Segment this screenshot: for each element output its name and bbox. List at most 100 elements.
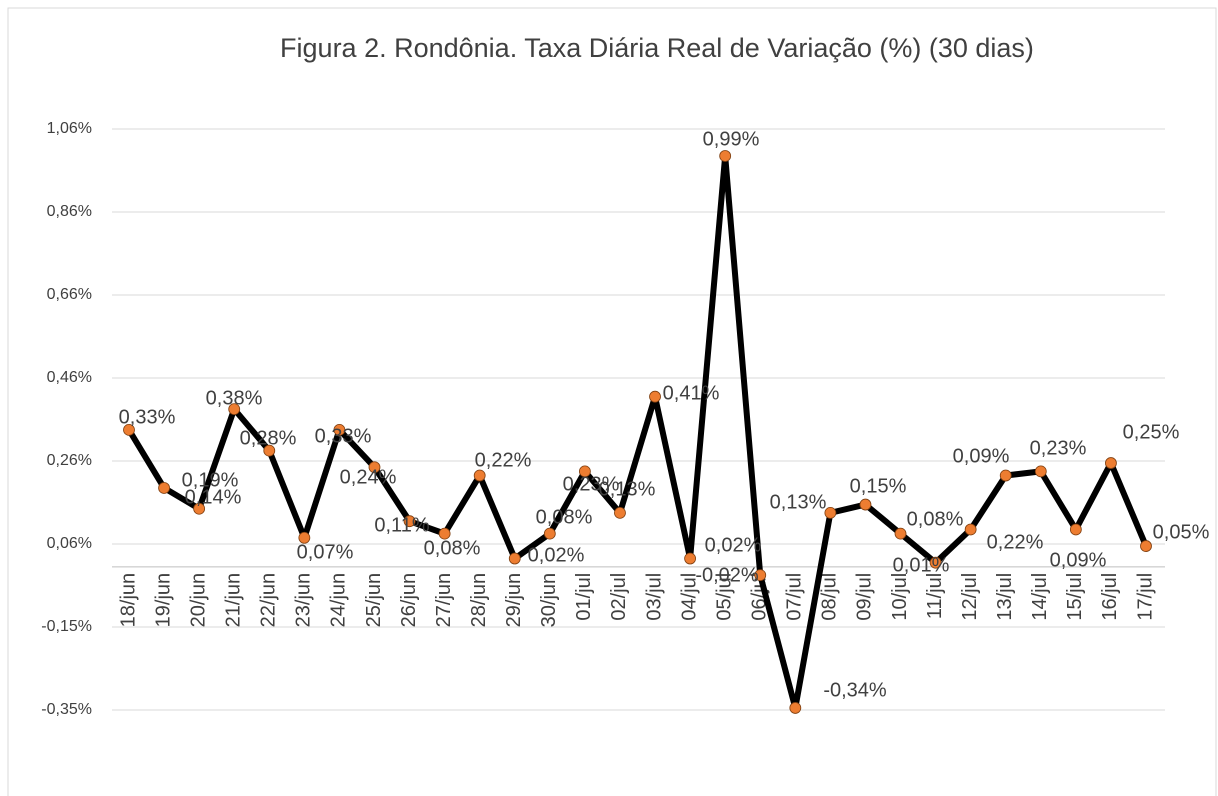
- data-point: [543, 527, 556, 540]
- x-tick-label: 01/jul: [573, 573, 595, 621]
- x-tick-label: 23/jun: [293, 573, 315, 628]
- x-tick-label: 11/jul: [924, 573, 946, 619]
- x-tick-label: 26/jun: [398, 573, 420, 628]
- data-label: 0,15%: [850, 475, 907, 497]
- x-tick-label: 12/jul: [959, 573, 981, 621]
- x-tick-label: 02/jul: [608, 573, 630, 621]
- data-label: 0,28%: [240, 427, 297, 449]
- data-label: 0,41%: [663, 382, 720, 404]
- x-tick-label: 05/jul: [713, 573, 735, 621]
- data-point: [193, 502, 206, 515]
- data-point: [684, 552, 697, 565]
- data-label: -0,34%: [823, 679, 887, 701]
- x-tick-label: 13/jul: [994, 573, 1016, 621]
- data-label: 0,99%: [703, 128, 760, 150]
- data-point: [1069, 523, 1082, 536]
- y-tick-label: 0,26%: [47, 452, 92, 469]
- data-label: 0,07%: [297, 541, 354, 563]
- data-label: 0,11%: [374, 514, 429, 536]
- x-tick-label: 03/jul: [643, 573, 665, 621]
- data-point: [403, 515, 416, 528]
- data-point: [578, 465, 591, 478]
- data-point: [929, 556, 942, 569]
- data-label: 0,23%: [563, 473, 620, 495]
- data-point: [649, 390, 661, 403]
- data-point: [1034, 465, 1047, 478]
- data-label: 0,02%: [528, 544, 585, 566]
- data-point: [719, 150, 732, 162]
- data-point: [894, 527, 907, 540]
- data-point: [508, 552, 521, 565]
- data-point: [754, 569, 767, 582]
- data-label: 0,08%: [907, 508, 964, 530]
- data-point: [298, 531, 311, 544]
- data-point: [263, 444, 276, 457]
- y-tick-label: -0,35%: [41, 701, 92, 718]
- data-label: 0,24%: [340, 466, 397, 488]
- data-label: 0,01%: [893, 554, 950, 576]
- data-point: [964, 523, 977, 536]
- chart-frame: [7, 7, 1217, 796]
- data-label: 0,05%: [1153, 521, 1210, 543]
- x-tick-label: 17/jul: [1134, 573, 1156, 621]
- data-label: 0,09%: [953, 445, 1010, 467]
- data-point: [1140, 540, 1152, 552]
- x-tick-label: 09/jul: [854, 573, 876, 621]
- x-tick-label: 14/jul: [1029, 573, 1051, 621]
- data-point: [368, 461, 381, 474]
- data-point: [123, 423, 135, 436]
- x-tick-label: 27/jun: [433, 573, 455, 628]
- y-tick-label: 0,86%: [47, 203, 92, 220]
- data-label: 0,23%: [1030, 437, 1087, 459]
- data-point: [228, 403, 241, 416]
- data-label: 0,08%: [536, 506, 593, 528]
- data-point: [158, 482, 170, 494]
- data-label: 0,13%: [770, 491, 827, 513]
- data-label: 0,33%: [315, 425, 372, 447]
- y-tick-label: 0,06%: [47, 535, 92, 552]
- x-tick-label: 25/jun: [363, 573, 385, 628]
- data-label: 0,13%: [599, 478, 656, 500]
- y-tick-label: 0,46%: [47, 369, 92, 386]
- data-point: [859, 498, 872, 511]
- x-tick-label: 16/jul: [1099, 573, 1121, 621]
- x-tick-label: 08/jul: [819, 573, 841, 621]
- x-tick-label: 10/jul: [889, 573, 911, 621]
- data-point: [789, 702, 802, 714]
- data-label: 0,25%: [1123, 421, 1180, 443]
- chart-title: Figura 2. Rondônia. Taxa Diária Real de …: [280, 33, 1034, 63]
- data-point: [614, 506, 626, 519]
- y-tick-label: 0,66%: [47, 286, 92, 303]
- data-label: 0,22%: [475, 449, 532, 471]
- y-tick-label: 1,06%: [47, 120, 92, 137]
- x-tick-label: 19/jun: [152, 573, 174, 628]
- x-tick-label: 28/jun: [468, 573, 490, 628]
- data-label: 0,33%: [119, 406, 176, 428]
- x-tick-label: 04/jul: [678, 573, 700, 621]
- series-line: [126, 152, 1149, 711]
- data-label: 0,14%: [185, 486, 242, 508]
- data-label: 0,22%: [987, 531, 1044, 553]
- data-point: [1105, 457, 1117, 469]
- data-label: 0,08%: [424, 537, 481, 559]
- data-point: [438, 527, 451, 540]
- y-tick-label: -0,15%: [41, 618, 92, 635]
- data-point: [333, 423, 346, 436]
- x-tick-label: 15/jul: [1064, 573, 1086, 621]
- x-tick-label: 07/jul: [784, 573, 806, 621]
- x-tick-label: 18/jun: [117, 573, 139, 628]
- x-tick-label: 21/jun: [222, 573, 244, 628]
- data-label: 0,38%: [206, 387, 263, 409]
- data-point: [473, 469, 486, 482]
- data-label: 0,02%: [705, 534, 762, 556]
- x-tick-label: 30/jun: [538, 573, 560, 628]
- data-label: 0,09%: [1050, 549, 1107, 571]
- x-tick-label: 20/jun: [187, 573, 209, 628]
- data-point: [999, 469, 1012, 482]
- x-tick-label: 22/jun: [258, 573, 280, 628]
- x-tick-label: 24/jun: [328, 573, 350, 628]
- data-label: -0,02%: [695, 564, 759, 586]
- data-label: 0,19%: [182, 469, 239, 491]
